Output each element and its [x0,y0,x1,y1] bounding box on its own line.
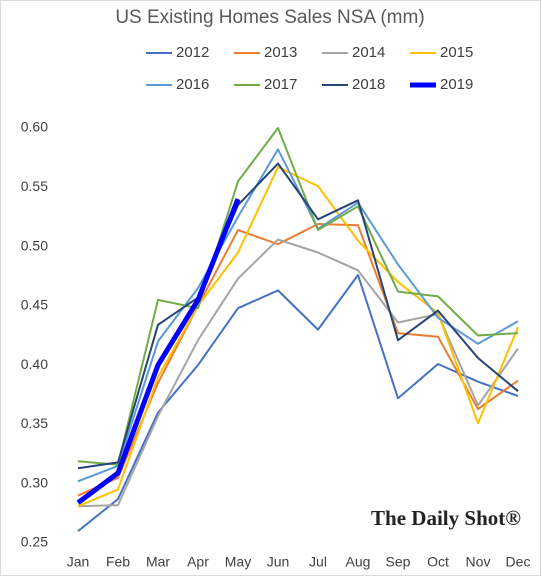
y-tick-label: 0.40 [21,356,48,372]
legend-label: 2019 [440,76,473,93]
watermark: The Daily Shot® [371,506,521,530]
chart-title: US Existing Homes Sales NSA (mm) [115,7,424,28]
legend-label: 2014 [352,44,385,61]
series-line [77,274,519,532]
legend-label: 2018 [352,76,385,93]
x-tick-label: Sep [386,554,411,570]
y-tick-label: 0.55 [21,178,48,194]
y-tick-label: 0.25 [21,534,48,550]
legend-label: 2012 [176,44,209,61]
y-tick-label: 0.60 [21,119,48,135]
series-line [77,127,519,466]
x-tick-label: Oct [427,554,449,570]
legend-label: 2015 [440,44,473,61]
legend-label: 2016 [176,76,209,93]
y-tick-label: 0.35 [21,415,48,431]
x-tick-label: Jan [67,554,90,570]
x-tick-label: May [225,554,251,570]
x-tick-label: Aug [346,554,371,570]
x-tick-label: Mar [146,554,170,570]
x-tick-label: Nov [466,554,491,570]
y-tick-label: 0.45 [21,297,48,313]
series-line [77,148,519,483]
series-line [77,162,519,470]
y-tick-label: 0.50 [21,237,48,253]
legend-label: 2017 [264,76,297,93]
series-line [76,198,241,505]
legend-label: 2013 [264,44,297,61]
x-tick-label: Apr [187,554,209,570]
x-tick-label: Jun [267,554,290,570]
x-tick-label: Jul [309,554,327,570]
x-tick-label: Feb [106,554,130,570]
y-tick-label: 0.30 [21,474,48,490]
x-tick-label: Dec [506,554,531,570]
